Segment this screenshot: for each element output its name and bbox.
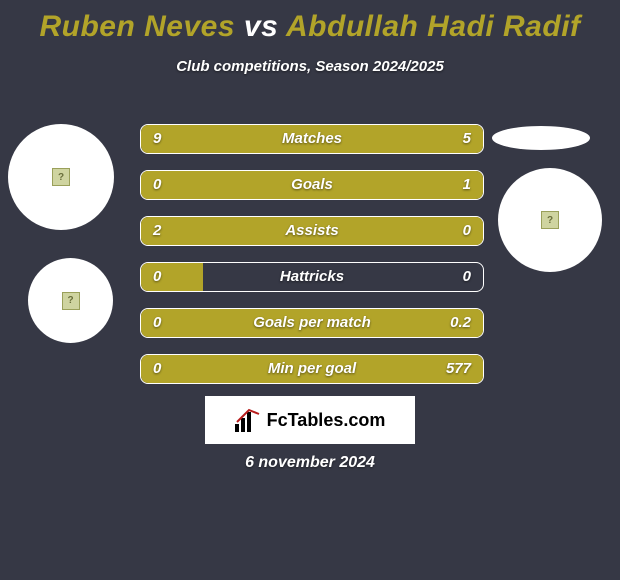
image-placeholder-icon	[62, 292, 80, 310]
subtitle: Club competitions, Season 2024/2025	[0, 58, 620, 75]
avatar-circle-1	[8, 124, 114, 230]
avatar-circle-3	[498, 168, 602, 272]
title-player1: Ruben Neves	[39, 10, 235, 43]
stat-label: Assists	[141, 217, 483, 246]
branding-logo-icon	[235, 408, 261, 432]
branding-text: FcTables.com	[267, 410, 386, 431]
stat-label: Goals	[141, 171, 483, 200]
stat-row: 01Goals	[140, 170, 484, 200]
stat-row: 20Assists	[140, 216, 484, 246]
stats-container: 95Matches 01Goals 20Assists 00Hattricks 00.2…	[140, 124, 484, 400]
stat-label: Matches	[141, 125, 483, 154]
decorative-ellipse	[492, 126, 590, 150]
avatar-circle-2	[28, 258, 113, 343]
stat-row: 95Matches	[140, 124, 484, 154]
branding: FcTables.com	[205, 396, 415, 444]
title-player2: Abdullah Hadi Radif	[286, 10, 581, 43]
title-vs: vs	[244, 10, 278, 43]
image-placeholder-icon	[541, 211, 559, 229]
stat-row: 00.2Goals per match	[140, 308, 484, 338]
image-placeholder-icon	[52, 168, 70, 186]
page-title: Ruben Neves vs Abdullah Hadi Radif	[0, 0, 620, 44]
stat-label: Min per goal	[141, 355, 483, 384]
date-label: 6 november 2024	[0, 454, 620, 472]
stat-label: Hattricks	[141, 263, 483, 292]
stat-label: Goals per match	[141, 309, 483, 338]
stat-row: 00Hattricks	[140, 262, 484, 292]
stat-row: 0577Min per goal	[140, 354, 484, 384]
